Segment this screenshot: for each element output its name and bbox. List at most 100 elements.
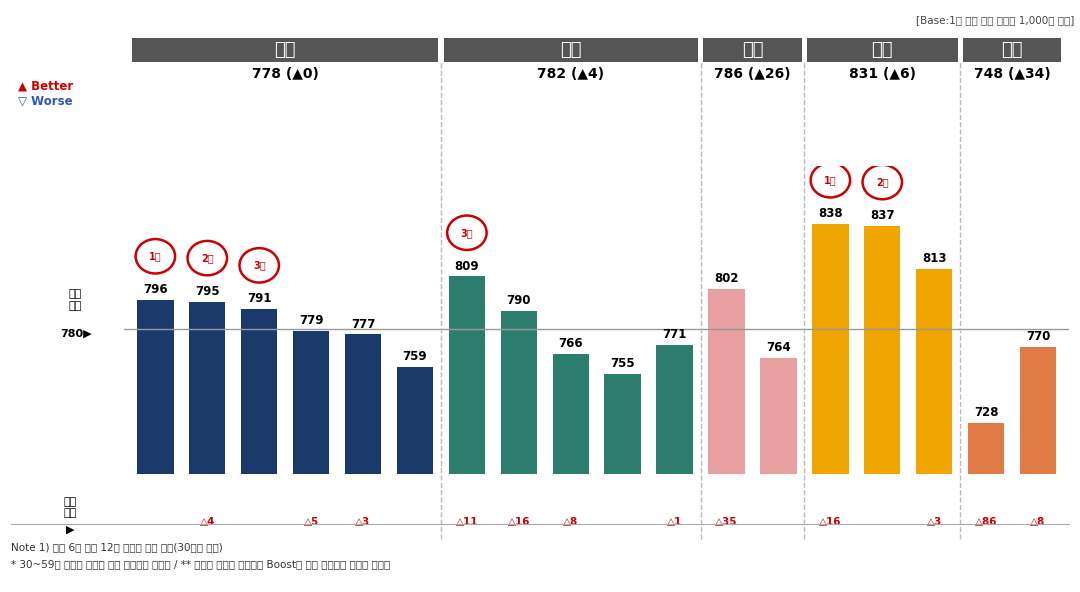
Text: 780▶: 780▶	[59, 329, 92, 339]
Text: 782 (▲4): 782 (▲4)	[537, 67, 605, 81]
Bar	[345, 334, 381, 474]
Text: 838: 838	[818, 207, 842, 220]
Text: 777: 777	[351, 317, 375, 330]
Text: △16: △16	[508, 517, 530, 527]
Text: 1위: 1위	[824, 175, 837, 185]
Text: 일본: 일본	[872, 41, 893, 59]
Ellipse shape	[863, 165, 902, 200]
Text: 766: 766	[558, 337, 583, 350]
FancyBboxPatch shape	[321, 507, 509, 542]
Text: △35: △35	[715, 517, 738, 527]
Text: 770: 770	[1026, 330, 1050, 343]
Text: △3: △3	[927, 517, 942, 527]
Text: ▲ Better: ▲ Better	[18, 79, 73, 92]
Text: * 30~59의 불충분 사례는 순위 부여에서 제외함 / ** 불충분 표본이 예상되어 Boost를 통해 검증작업 수행한 브랜드: * 30~59의 불충분 사례는 순위 부여에서 제외함 / ** 불충분 표본…	[11, 559, 390, 570]
FancyBboxPatch shape	[165, 507, 353, 542]
Bar	[137, 300, 174, 474]
Text: △8: △8	[1030, 517, 1045, 527]
FancyBboxPatch shape	[477, 507, 664, 542]
Bar	[708, 289, 745, 474]
Text: 779: 779	[299, 314, 323, 327]
Text: 771: 771	[662, 329, 687, 342]
FancyBboxPatch shape	[944, 507, 1080, 542]
Text: ▽7: ▽7	[252, 517, 267, 527]
Bar	[968, 423, 1004, 474]
Text: 802: 802	[714, 272, 739, 285]
Text: △1: △1	[667, 517, 683, 527]
Text: 전년
대비: 전년 대비	[64, 497, 77, 519]
Bar	[293, 330, 329, 474]
FancyBboxPatch shape	[685, 507, 873, 542]
Text: △8: △8	[563, 517, 579, 527]
Text: ▽5: ▽5	[875, 517, 890, 527]
Text: ▶: ▶	[66, 525, 75, 535]
FancyBboxPatch shape	[529, 507, 716, 542]
Bar	[657, 345, 692, 474]
Ellipse shape	[188, 241, 227, 275]
FancyBboxPatch shape	[737, 507, 924, 542]
Text: △16: △16	[819, 517, 841, 527]
Bar	[501, 311, 537, 474]
Bar	[189, 301, 226, 474]
Text: 755: 755	[610, 358, 635, 371]
FancyBboxPatch shape	[892, 507, 1080, 542]
Text: ▽20: ▽20	[611, 517, 634, 527]
Bar	[448, 276, 485, 474]
Text: △3: △3	[355, 517, 370, 527]
Text: 미국: 미국	[1001, 41, 1023, 59]
Text: 2위: 2위	[201, 253, 214, 263]
Ellipse shape	[240, 248, 279, 282]
Bar	[760, 358, 797, 474]
Ellipse shape	[136, 239, 175, 274]
Text: 786 (▲26): 786 (▲26)	[714, 67, 791, 81]
Text: 764: 764	[766, 341, 791, 354]
Bar	[916, 269, 953, 474]
Bar	[812, 224, 849, 474]
Text: 유럽: 유럽	[742, 41, 764, 59]
Text: 778 (▲0): 778 (▲0)	[252, 67, 319, 81]
Text: 독일: 독일	[561, 41, 581, 59]
Text: ▽ Worse: ▽ Worse	[18, 94, 73, 107]
Text: 728: 728	[974, 406, 998, 419]
Text: 3위: 3위	[460, 228, 473, 238]
FancyBboxPatch shape	[62, 507, 249, 542]
Text: 795: 795	[195, 285, 219, 298]
Bar	[553, 354, 589, 474]
Text: 813: 813	[922, 252, 946, 265]
Text: △11: △11	[456, 517, 478, 527]
Text: 3위: 3위	[253, 260, 266, 271]
Bar	[605, 374, 640, 474]
FancyBboxPatch shape	[217, 507, 405, 542]
Bar	[241, 309, 278, 474]
Ellipse shape	[447, 215, 487, 250]
Text: 748 (▲34): 748 (▲34)	[974, 67, 1051, 81]
Text: 831 (▲6): 831 (▲6)	[849, 67, 916, 81]
Text: 837: 837	[870, 209, 894, 222]
Text: 809: 809	[455, 260, 480, 272]
Text: 759: 759	[403, 350, 428, 363]
Text: [Base:1년 이내 새차 구입자 1,000점 만점]: [Base:1년 이내 새차 구입자 1,000점 만점]	[916, 15, 1075, 25]
FancyBboxPatch shape	[424, 507, 612, 542]
Text: 791: 791	[247, 292, 271, 305]
FancyBboxPatch shape	[581, 507, 769, 542]
Text: ▽12: ▽12	[404, 517, 427, 527]
FancyBboxPatch shape	[788, 507, 976, 542]
FancyBboxPatch shape	[373, 507, 561, 542]
Text: Note 1) 국산 6개 수입 12개 브랜드 평가 제시(30사례 이상): Note 1) 국산 6개 수입 12개 브랜드 평가 제시(30사례 이상)	[11, 542, 222, 552]
Text: ▽14: ▽14	[767, 517, 789, 527]
Bar	[864, 226, 901, 474]
Ellipse shape	[811, 163, 850, 198]
FancyBboxPatch shape	[633, 507, 821, 542]
FancyBboxPatch shape	[840, 507, 1028, 542]
Bar	[396, 367, 433, 474]
FancyBboxPatch shape	[113, 507, 301, 542]
Text: 산업
평균: 산업 평균	[69, 289, 82, 311]
FancyBboxPatch shape	[269, 507, 457, 542]
Text: 2위: 2위	[876, 177, 889, 187]
Text: 1위: 1위	[149, 251, 162, 261]
Text: 790: 790	[507, 294, 531, 307]
Bar	[1020, 347, 1056, 474]
Text: 한국: 한국	[274, 41, 296, 59]
Text: ▽4: ▽4	[148, 517, 163, 527]
Text: △86: △86	[975, 517, 997, 527]
